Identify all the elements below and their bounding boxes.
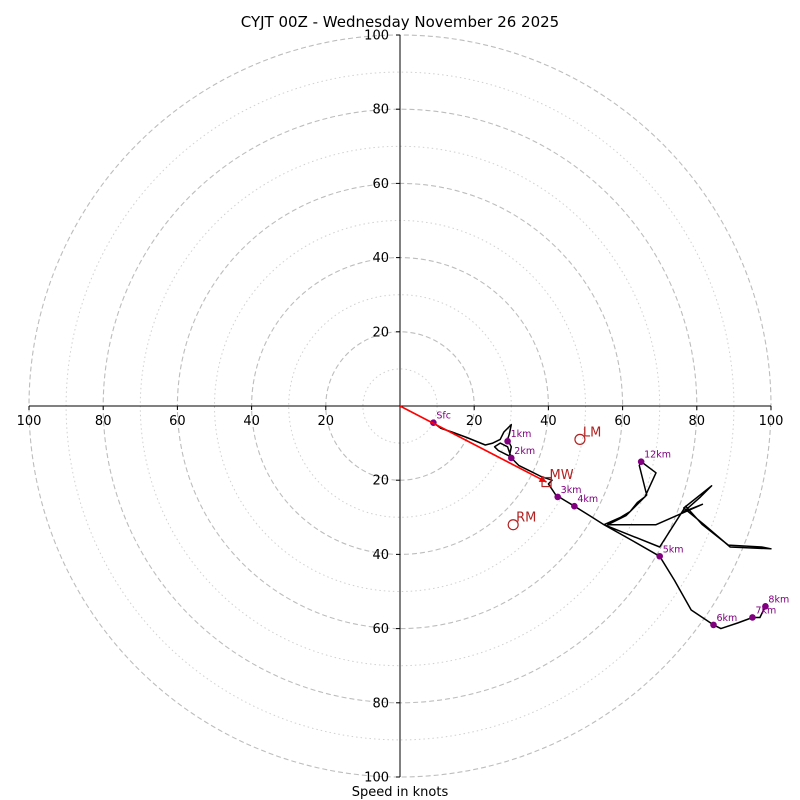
x-axis-label: Speed in knots: [352, 785, 449, 800]
height-label-3km: 3km: [561, 485, 582, 496]
y-tick-label: 20: [372, 474, 389, 489]
x-tick-label: 100: [759, 414, 784, 429]
x-tick-label: 80: [95, 414, 112, 429]
tick-labels: 100 80 60 40 20 20 40 60 80 100 100 80 60 40 20 20 40 60 8…: [17, 29, 784, 786]
x-tick-label: 100: [17, 414, 42, 429]
y-tick-label: 100: [364, 29, 389, 44]
height-marker-3km: [554, 493, 561, 501]
y-tick-label: 40: [372, 548, 389, 563]
height-label-7km: 7km: [755, 605, 776, 616]
mean-wind-label: MW: [550, 468, 574, 483]
storm-motion-markers: LM RM MW: [399, 405, 601, 531]
y-tick-label: 20: [372, 325, 389, 340]
height-marker-7km: [749, 614, 756, 621]
height-marker-2km: [508, 454, 515, 462]
left-mover-label: LM: [583, 425, 601, 440]
x-tick-label: 20: [466, 414, 483, 429]
x-tick-label: 80: [689, 414, 706, 429]
height-marker-12km: [637, 458, 645, 465]
right-mover-marker: [507, 519, 519, 531]
storm-motion-arrow: [399, 405, 547, 483]
height-label-2km: 2km: [514, 446, 535, 457]
x-tick-label: 60: [169, 414, 186, 429]
left-mover-marker: [574, 433, 586, 445]
wind-trace: [432, 422, 772, 630]
x-tick-label: 40: [540, 414, 557, 429]
height-label-1km: 1km: [511, 429, 532, 440]
height-label-12km: 12km: [644, 450, 671, 461]
height-label-8km: 8km: [768, 594, 789, 605]
height-marker-8km: [762, 603, 769, 610]
chart-title: CYJT 00Z - Wednesday November 26 2025: [241, 13, 559, 31]
height-label-4km: 4km: [577, 494, 598, 505]
x-tick-label: 60: [614, 414, 631, 429]
y-tick-label: 60: [372, 177, 389, 192]
y-tick-label: 80: [372, 696, 389, 711]
height-marker-6km: [710, 621, 717, 629]
height-label-sfc: Sfc: [436, 411, 451, 422]
mean-wind-marker: [541, 476, 552, 488]
height-marker-4km: [571, 502, 578, 510]
height-marker-1km: [504, 437, 511, 445]
y-tick-label: 80: [372, 103, 389, 118]
height-label-6km: 6km: [716, 613, 737, 624]
hodograph-trace-line: [432, 422, 772, 630]
x-tick-label: 20: [318, 414, 335, 429]
y-tick-label: 100: [364, 771, 389, 786]
y-tick-label: 40: [372, 251, 389, 266]
height-marker-5km: [656, 552, 663, 560]
y-tick-label: 60: [372, 622, 389, 637]
height-label-5km: 5km: [663, 544, 684, 555]
x-tick-label: 40: [243, 414, 260, 429]
right-mover-label: RM: [516, 511, 536, 526]
